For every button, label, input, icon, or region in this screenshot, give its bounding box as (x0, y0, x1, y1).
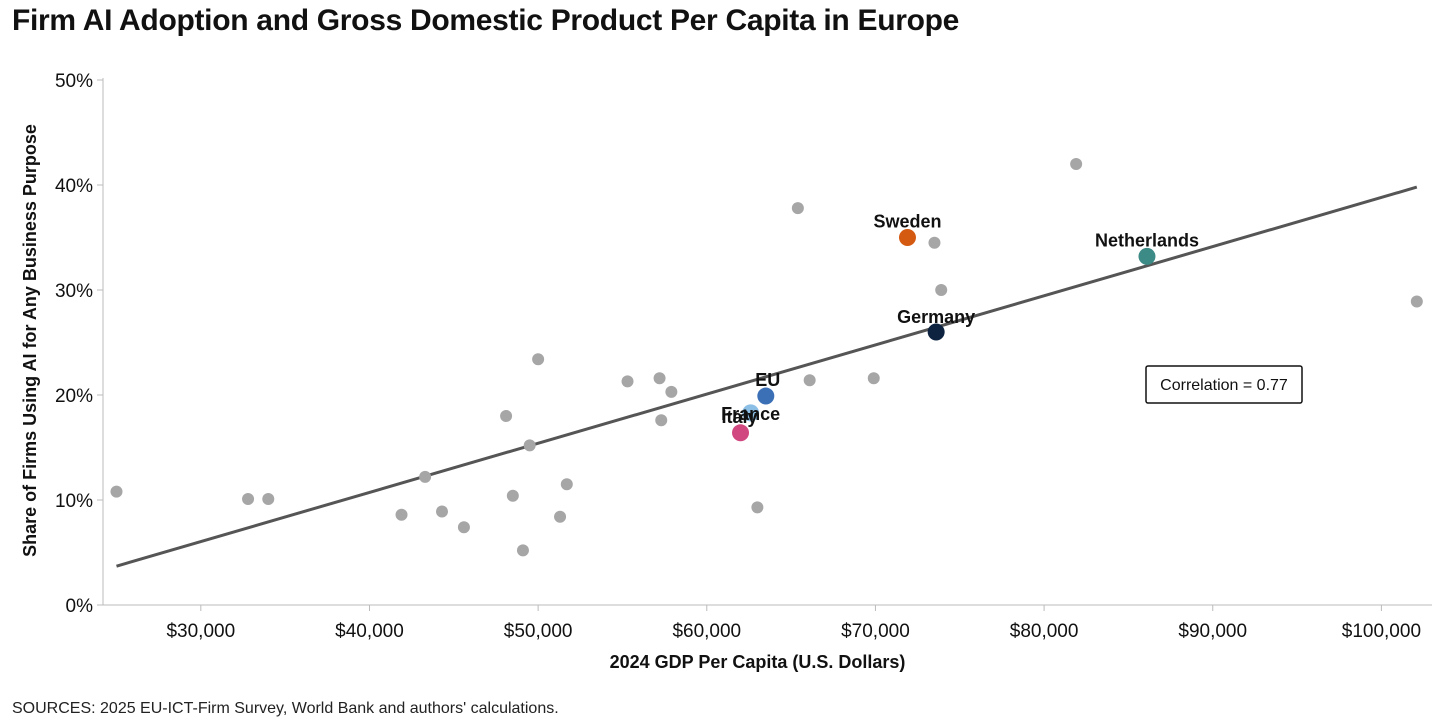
point-eu (757, 387, 775, 405)
point-germany (927, 323, 945, 341)
y-tick-label: 40% (55, 176, 93, 197)
data-point (653, 372, 666, 385)
data-point (242, 492, 255, 505)
y-axis-title: Share of Firms Using AI for Any Business… (20, 124, 40, 557)
data-point (457, 521, 470, 534)
x-axis-title: 2024 GDP Per Capita (U.S. Dollars) (610, 652, 906, 672)
data-point (655, 414, 668, 427)
x-tick-label: $60,000 (672, 621, 741, 642)
point-italy (732, 424, 750, 442)
y-tick-label: 0% (66, 596, 94, 617)
y-axis-ticks: 0% 10% 20% 30% 40% 50% (55, 71, 103, 617)
x-tick-label: $40,000 (335, 621, 404, 642)
point-sweden (898, 229, 916, 246)
data-point (560, 478, 573, 491)
axes (102, 78, 1432, 606)
y-tick-label: 50% (55, 71, 93, 92)
data-point (435, 505, 448, 518)
x-tick-label: $100,000 (1342, 621, 1421, 642)
data-point (928, 236, 941, 249)
label-france: France (721, 404, 780, 424)
data-point (1410, 295, 1423, 308)
data-point (523, 439, 536, 452)
highlighted-points-layer (732, 229, 1156, 442)
data-point (803, 374, 816, 387)
data-point (665, 385, 678, 398)
label-netherlands: Netherlands (1095, 230, 1199, 250)
x-tick-label: $90,000 (1178, 621, 1247, 642)
trendline (116, 185, 1418, 568)
scatter-chart: $30,000 $40,000 $50,000 $60,000 $70,000 $80,0… (20, 71, 1432, 672)
data-point (500, 410, 513, 422)
chart-title: Firm AI Adoption and Gross Domestic Prod… (12, 4, 960, 37)
label-eu: EU (755, 370, 780, 390)
source-note: SOURCES: 2025 EU-ICT-Firm Survey, World … (12, 700, 559, 717)
data-point (621, 375, 634, 388)
y-tick-label: 20% (55, 386, 93, 407)
data-point (532, 353, 545, 366)
point-france (742, 404, 760, 422)
correlation-annotation: Correlation = 0.77 (1145, 365, 1303, 404)
data-point (867, 372, 880, 385)
x-tick-label: $50,000 (504, 621, 573, 642)
data-point (395, 508, 408, 521)
data-point (516, 544, 529, 557)
x-tick-label: $80,000 (1010, 621, 1079, 642)
y-tick-label: 10% (55, 491, 93, 512)
correlation-text: Correlation = 0.77 (1160, 377, 1288, 394)
data-point (110, 485, 123, 498)
data-point (554, 510, 567, 523)
point-netherlands (1138, 247, 1156, 265)
points-layer (110, 158, 1423, 557)
data-point (751, 501, 764, 514)
data-point (935, 284, 948, 296)
data-point (791, 202, 804, 215)
trendline-layer (116, 185, 1418, 568)
y-tick-label: 30% (55, 281, 93, 302)
label-sweden: Sweden (873, 212, 941, 232)
x-tick-label: $30,000 (166, 621, 235, 642)
label-germany: Germany (897, 307, 975, 327)
data-point (506, 489, 519, 502)
data-point (419, 470, 432, 483)
data-point (1070, 158, 1083, 170)
x-tick-label: $70,000 (841, 621, 910, 642)
x-axis-ticks: $30,000 $40,000 $50,000 $60,000 $70,000 $80,0… (166, 605, 1421, 642)
label-italy: Italy (721, 407, 757, 427)
data-point (262, 492, 275, 505)
